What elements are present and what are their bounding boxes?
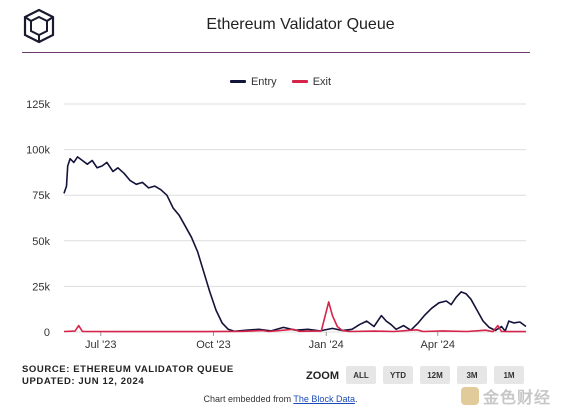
x-tick-label: Oct '23	[196, 339, 231, 351]
watermark-logo-icon	[460, 387, 479, 405]
source-note: SOURCE: ETHEREUM VALIDATOR QUEUE UPDATED…	[22, 364, 234, 388]
footer-prefix: Chart embedded from	[203, 394, 294, 404]
zoom-12m-button[interactable]: 12M	[420, 366, 450, 384]
zoom-label: ZOOM	[306, 370, 339, 382]
source-line: SOURCE: ETHEREUM VALIDATOR QUEUE	[22, 364, 234, 375]
zoom-1m-button[interactable]: 1M	[494, 366, 524, 384]
y-tick-label: 75k	[32, 190, 50, 202]
embed-footer: Chart embedded from The Block Data.	[0, 394, 561, 404]
x-axis-ticks: Jul '23 Oct '23 Jan '24 Apr '24	[85, 332, 455, 351]
footer-suffix: .	[354, 394, 358, 404]
zoom-buttons: ALL YTD 12M 3M 1M	[346, 366, 524, 384]
legend-swatch-entry	[229, 80, 246, 83]
the-block-logo-icon	[23, 8, 55, 44]
legend-item-exit[interactable]: Exit	[291, 75, 332, 88]
zoom-3m-button[interactable]: 3M	[457, 366, 487, 384]
header-divider	[22, 52, 530, 53]
chart-legend: Entry Exit	[0, 74, 561, 88]
legend-label-entry: Entry	[250, 75, 277, 88]
series-line-exit[interactable]	[63, 301, 527, 333]
the-block-data-link[interactable]: The Block Data	[293, 394, 355, 404]
zoom-all-button[interactable]: ALL	[346, 366, 376, 384]
y-tick-label: 25k	[32, 281, 50, 293]
x-tick-label: Jan '24	[309, 339, 344, 351]
y-tick-label: 100k	[26, 145, 50, 157]
watermark: 金色财经	[460, 384, 551, 408]
x-tick-label: Jul '23	[85, 339, 116, 351]
validator-queue-chart[interactable]: 0 25k 50k 75k 100k 125k Jul '23 Oct '23 Jan '24…	[0, 90, 561, 358]
chart-series	[63, 156, 527, 333]
chart-title: Ethereum Validator Queue	[206, 16, 395, 33]
updated-line: UPDATED: JUN 12, 2024	[22, 376, 145, 387]
legend-item-entry[interactable]: Entry	[229, 75, 277, 88]
y-axis-ticks: 0 25k 50k 75k 100k 125k	[26, 99, 50, 339]
y-tick-label: 125k	[26, 99, 50, 111]
series-line-entry[interactable]	[63, 156, 527, 333]
y-tick-label: 0	[44, 327, 50, 339]
legend-label-exit: Exit	[312, 75, 332, 88]
zoom-ytd-button[interactable]: YTD	[383, 366, 413, 384]
x-tick-label: Apr '24	[421, 339, 456, 351]
watermark-text: 金色财经	[482, 390, 551, 407]
y-tick-label: 50k	[32, 236, 50, 248]
legend-swatch-exit	[291, 80, 308, 83]
